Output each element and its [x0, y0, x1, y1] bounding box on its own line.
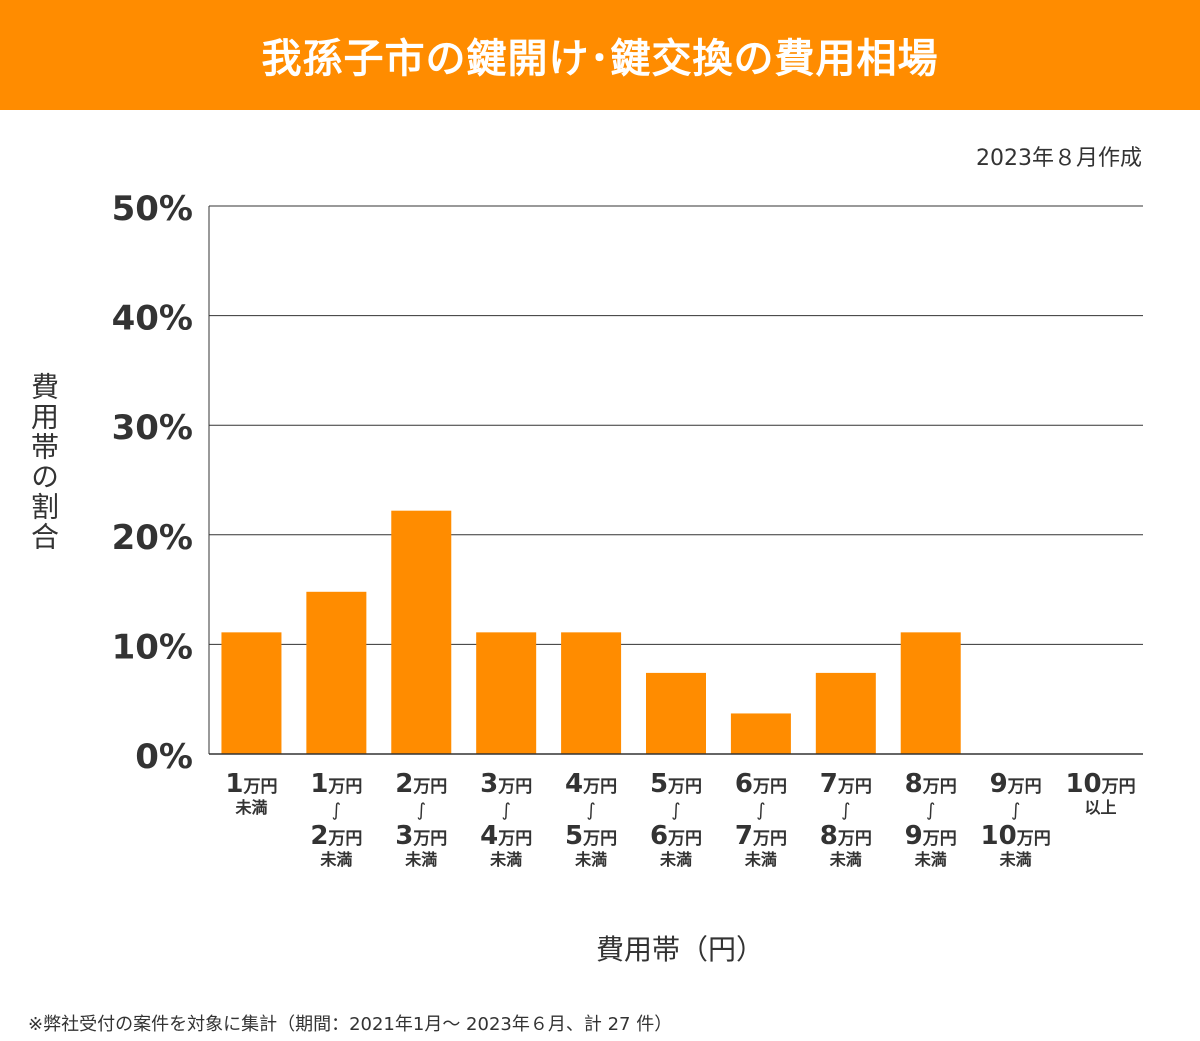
chart-title: 我孫子市の鍵開け･鍵交換の費用相場 [261, 36, 939, 82]
title-bar: 我孫子市の鍵開け･鍵交換の費用相場 [0, 0, 1200, 110]
x-tick-label: 1万円未満 [225, 769, 277, 817]
y-axis-label: 費用帯の割合 [27, 372, 60, 552]
bar [391, 510, 452, 754]
x-tick-label: 1万円∫ 2万円未満 [310, 769, 362, 869]
x-tick-label: 8万円∫ 9万円未満 [905, 769, 957, 869]
bar [306, 591, 367, 754]
y-tick-label: 20% [112, 518, 193, 558]
bar [730, 713, 791, 754]
y-tick-label: 40% [112, 299, 193, 339]
x-tick-label: 5万円∫ 6万円未満 [650, 769, 702, 869]
bar [221, 632, 282, 754]
y-tick-label: 30% [112, 408, 193, 448]
footnote: ※弊社受付の案件を対象に集計（期間：2021年1月～ 2023年６月、計 27 … [28, 1014, 673, 1035]
y-tick-label: 10% [112, 627, 193, 667]
bar [646, 672, 706, 754]
bar [815, 672, 876, 754]
x-tick-label: 9万円∫ 10万円未満 [981, 769, 1051, 869]
bar [561, 632, 622, 754]
x-tick-label: 6万円∫ 7万円未満 [735, 769, 787, 869]
created-date: 2023年８月作成 [976, 146, 1142, 171]
x-tick-label: 2万円∫ 3万円未満 [395, 769, 447, 869]
x-tick-label: 4万円∫ 5万円未満 [565, 769, 617, 869]
x-tick-label: 10万円以上 [1065, 769, 1135, 817]
bar [900, 632, 961, 754]
y-tick-label: 0% [135, 737, 193, 777]
bar [476, 632, 537, 754]
x-tick-label: 3万円∫ 4万円未満 [480, 769, 532, 869]
x-axis-label: 費用帯（円） [595, 933, 764, 966]
x-tick-label: 7万円∫ 8万円未満 [820, 769, 872, 869]
y-tick-label: 50% [112, 189, 193, 229]
